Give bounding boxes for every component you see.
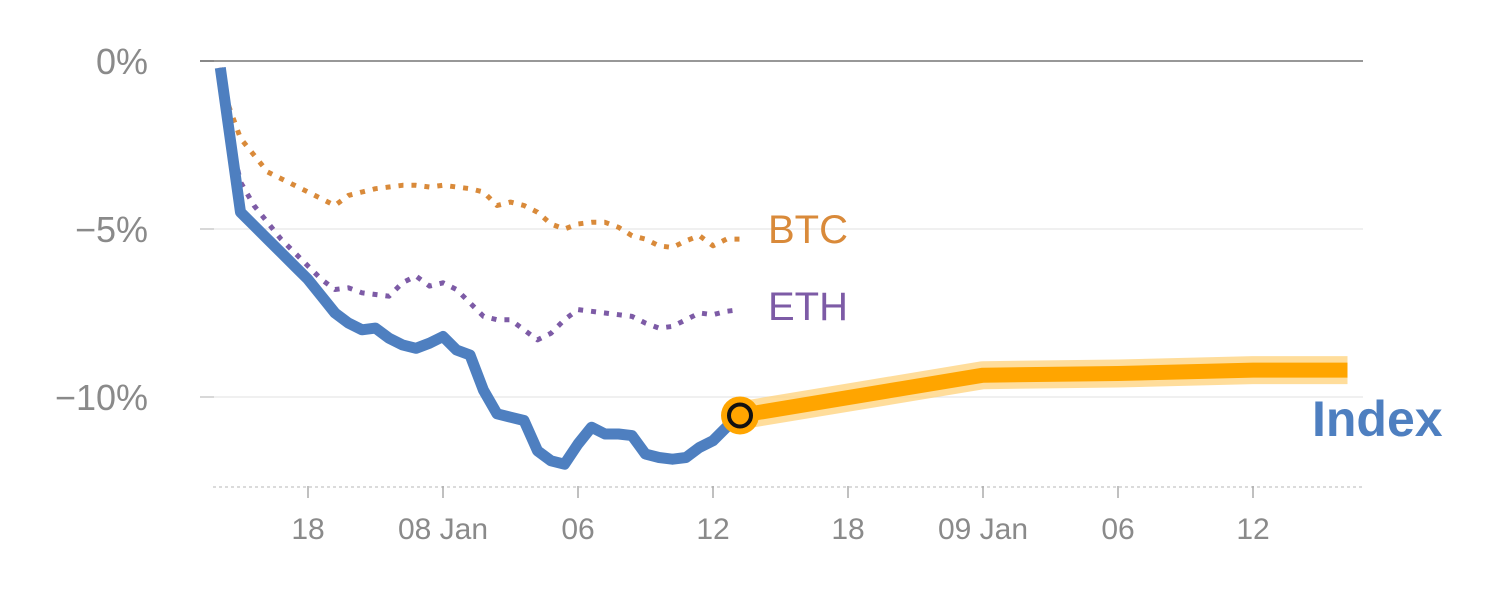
forecast-line [738,362,1348,423]
x-tick-label: 12 [696,513,729,546]
x-tick-label: 12 [1236,513,1269,546]
x-tick-label: 09 Jan [938,513,1028,546]
x-tick-label: 18 [831,513,864,546]
y-axis: 0% −5% −10% [55,41,148,418]
x-tick-label: 06 [561,513,594,546]
y-tick-label: −10% [55,377,148,418]
y-tick-label: −5% [75,209,148,250]
y-tick-label: 0% [96,41,148,82]
eth-line [217,67,741,343]
index-line [214,66,744,470]
current-marker [727,402,753,429]
x-tick-label: 18 [291,513,324,546]
series-layer [214,66,1348,470]
index-series-label: Index [1312,391,1443,447]
x-tick-label: 06 [1101,513,1134,546]
x-tick-label: 08 Jan [398,513,488,546]
eth-series-label: ETH [768,285,848,329]
grid-layer [200,60,1363,488]
x-axis: 18 08 Jan 06 12 18 09 Jan 06 12 [291,486,1270,546]
btc-line [217,67,740,250]
btc-series-label: BTC [768,208,848,252]
